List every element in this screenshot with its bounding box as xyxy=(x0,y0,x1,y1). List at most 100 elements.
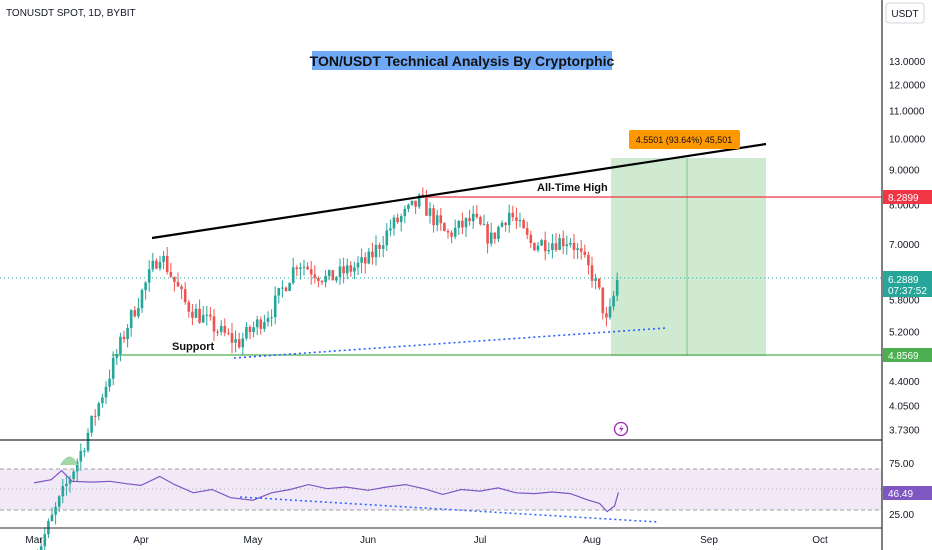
candle-body xyxy=(119,336,122,354)
candle-body xyxy=(378,244,381,249)
candle-body xyxy=(273,295,277,318)
candle-body xyxy=(205,314,209,316)
candle-body xyxy=(565,244,569,247)
candle-body xyxy=(201,315,205,323)
candle-body xyxy=(363,257,367,264)
candle-body xyxy=(389,228,392,231)
candle-body xyxy=(349,265,353,272)
candle-body xyxy=(371,251,374,258)
target-zone xyxy=(611,158,766,356)
candle-body xyxy=(241,338,245,348)
candle-body xyxy=(133,310,137,317)
candle-body xyxy=(533,243,536,251)
candle-body xyxy=(356,262,360,268)
rsi-overbought-fill xyxy=(60,456,78,465)
candle-body xyxy=(255,319,259,328)
candle-body xyxy=(482,224,486,226)
projection-badge[interactable] xyxy=(629,130,740,149)
symbol-label: TONUSDT SPOT, 1D, BYBIT xyxy=(6,8,136,19)
candle-body xyxy=(65,483,68,487)
candle-body xyxy=(83,450,86,452)
y-tick-label: 13.0000 xyxy=(889,57,926,68)
candle-body xyxy=(237,339,241,348)
support-price-badge xyxy=(883,348,932,362)
candle-body xyxy=(414,200,417,207)
candle-body xyxy=(518,220,522,222)
candle-body xyxy=(277,288,281,296)
candle-body xyxy=(173,276,176,282)
candle-body xyxy=(291,267,295,283)
candle-body xyxy=(504,222,507,226)
candle-body xyxy=(90,415,93,433)
candle-body xyxy=(338,266,342,277)
candle-body xyxy=(464,218,468,228)
currency-button-label: USDT xyxy=(891,9,918,20)
candle-body xyxy=(471,213,475,222)
x-tick-label: Sep xyxy=(700,535,718,546)
candle-body xyxy=(191,311,194,318)
candle-body xyxy=(417,194,421,207)
x-tick-label: Aug xyxy=(583,535,601,546)
candle-body xyxy=(439,215,443,224)
candle-body xyxy=(551,243,554,250)
x-tick-label: Jun xyxy=(360,535,376,546)
candle-body xyxy=(104,386,108,398)
candle-body xyxy=(457,220,461,228)
candle-body xyxy=(234,339,237,343)
candle-body xyxy=(169,272,173,277)
candle-body xyxy=(432,208,435,226)
candle-body xyxy=(453,227,457,237)
candle-body xyxy=(403,208,407,217)
candle-body xyxy=(72,471,75,480)
candle-body xyxy=(219,325,223,332)
candle-body xyxy=(176,281,180,287)
candle-body xyxy=(367,251,371,264)
y-tick-label: 5.2000 xyxy=(889,328,920,339)
candle-body xyxy=(576,248,579,250)
candle-body xyxy=(547,250,551,252)
x-tick-label: Apr xyxy=(133,535,149,546)
candle-body xyxy=(151,260,155,270)
candle-body xyxy=(522,220,525,229)
candle-body xyxy=(187,302,191,312)
candle-body xyxy=(500,222,504,227)
candle-body xyxy=(299,267,302,269)
candle-body xyxy=(93,415,97,417)
candle-body xyxy=(399,216,403,223)
candle-body xyxy=(443,223,446,231)
candle-body xyxy=(572,243,576,250)
y-tick-label: 10.0000 xyxy=(889,135,926,146)
candle-body xyxy=(162,255,165,262)
candle-body xyxy=(425,196,428,216)
candle-body xyxy=(558,238,561,250)
rsi-value-text: 46.49 xyxy=(888,489,913,500)
currency-button[interactable] xyxy=(885,2,925,24)
y-axis-ticks: 13.0000 12.0000 11.0000 10.0000 9.0000 8.0000… xyxy=(889,57,926,521)
candle-body xyxy=(209,314,212,317)
support-trendline-dotted[interactable] xyxy=(233,327,667,359)
candle-body xyxy=(381,245,385,249)
candle-body xyxy=(252,327,255,333)
candle-body xyxy=(57,496,61,507)
rsi-tick-label: 75.00 xyxy=(889,459,914,470)
candle-body xyxy=(54,506,57,515)
candle-body xyxy=(489,232,493,244)
candle-body xyxy=(158,262,162,269)
x-tick-label: May xyxy=(244,535,263,546)
support-price-text: 4.8569 xyxy=(888,351,919,362)
y-tick-label: 4.4000 xyxy=(889,377,920,388)
candle-body xyxy=(115,354,119,358)
candle-body xyxy=(324,276,327,283)
chart-title: TON/USDT Technical Analysis By Cryptorph… xyxy=(310,53,615,69)
candle-body xyxy=(75,461,79,472)
candle-body xyxy=(374,244,378,258)
candle-body xyxy=(536,245,540,251)
candle-body xyxy=(525,228,529,235)
upper-trendline[interactable] xyxy=(151,142,767,240)
candle-body xyxy=(435,215,439,226)
y-tick-label: 5.8000 xyxy=(889,295,920,306)
candle-body xyxy=(410,200,414,205)
candle-body xyxy=(608,306,612,318)
candle-body xyxy=(587,254,590,266)
